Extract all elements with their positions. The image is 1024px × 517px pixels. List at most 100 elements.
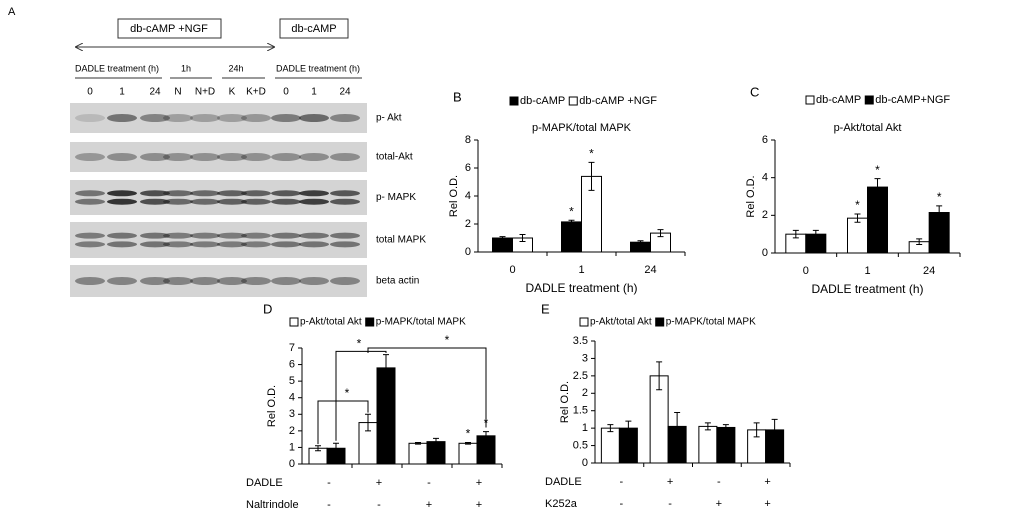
legend-swatch [655, 317, 665, 327]
bar [561, 221, 582, 253]
error-bar [656, 361, 663, 391]
band [241, 153, 271, 161]
legend-label: p-MAPK/total MAPK [376, 317, 466, 328]
y-axis-label: Rel O.D. [448, 175, 460, 217]
band [217, 190, 247, 197]
row-value: - [668, 498, 672, 510]
lane-label: N [174, 87, 181, 98]
band [75, 153, 105, 161]
band [241, 232, 271, 239]
band [299, 241, 329, 248]
lane-label: 1 [311, 87, 317, 98]
bar [458, 442, 478, 465]
legend-swatch [805, 95, 815, 105]
y-tick-label: 3 [289, 408, 295, 420]
band [271, 153, 301, 161]
bracket [367, 347, 487, 428]
row-label: DADLE [246, 477, 283, 489]
y-axis-label: Rel O.D. [266, 385, 278, 427]
band [330, 190, 360, 197]
band [299, 198, 329, 205]
value-label: * [875, 163, 880, 177]
row-value: - [327, 499, 331, 511]
lane-label: 0 [87, 87, 93, 98]
y-tick-label: 7 [289, 342, 295, 354]
error-bar [854, 213, 861, 223]
band [330, 277, 360, 285]
y-tick-label: 3 [582, 352, 588, 364]
error-bar [771, 418, 778, 441]
value-label: * [855, 198, 860, 212]
panel-letter: E [541, 301, 550, 316]
band [75, 232, 105, 239]
y-tick-label: 2 [762, 209, 768, 221]
blot-label: total MAPK [376, 235, 426, 246]
band [75, 241, 105, 248]
error-bar [365, 413, 371, 432]
y-tick-label: 4 [465, 190, 471, 202]
blot [70, 142, 367, 172]
x-axis-label: DADLE treatment (h) [811, 282, 923, 296]
bracket-label: * [345, 386, 350, 400]
band [271, 277, 301, 285]
legend-label: p-Akt/total Akt [590, 317, 652, 328]
band [190, 232, 220, 239]
y-tick-label: 8 [465, 134, 471, 146]
band [330, 114, 360, 122]
blot [70, 180, 367, 215]
blot [70, 265, 367, 297]
row-value: + [376, 477, 382, 489]
lane-label: 0 [283, 87, 289, 98]
legend-swatch [289, 317, 299, 327]
band [107, 277, 137, 285]
chart-title: p-Akt/total Akt [834, 122, 902, 134]
error-bar [499, 236, 506, 240]
y-tick-label: 0.5 [573, 439, 588, 451]
header: 24h [228, 63, 243, 73]
band [217, 232, 247, 239]
error-bar [916, 238, 923, 246]
band [107, 241, 137, 248]
row-label: Naltrindole [246, 499, 299, 511]
band [107, 153, 137, 161]
band [190, 277, 220, 285]
x-tick-label: 24 [644, 264, 656, 276]
y-tick-label: 1 [582, 422, 588, 434]
y-tick-label: 4 [289, 392, 295, 404]
band [75, 277, 105, 285]
error-bar [588, 161, 595, 191]
y-tick-label: 0 [582, 457, 588, 469]
legend-swatch [864, 95, 874, 105]
blot-label: beta actin [376, 276, 419, 287]
band [330, 153, 360, 161]
error-bar [315, 445, 321, 452]
error-bar [519, 234, 526, 242]
value-label: * [466, 427, 471, 441]
legend-swatch [365, 317, 375, 327]
bar [698, 425, 718, 464]
lane-label: 24 [339, 87, 351, 98]
legend-label: p-MAPK/total MAPK [666, 317, 756, 328]
error-bar [753, 422, 760, 438]
band [241, 190, 271, 197]
row-value: - [620, 498, 624, 510]
band [107, 114, 137, 122]
error-bar [383, 354, 389, 382]
band [217, 114, 247, 122]
band [299, 114, 329, 122]
legend-label: db-cAMP [520, 95, 565, 107]
error-bar [657, 229, 664, 238]
band [163, 198, 193, 205]
band [190, 114, 220, 122]
row-value: + [716, 498, 722, 510]
blot-label: p- MAPK [376, 192, 416, 203]
y-tick-label: 4 [762, 172, 768, 184]
legend-swatch [509, 96, 519, 106]
group-box [117, 18, 222, 39]
band [140, 114, 170, 122]
error-bar [674, 411, 681, 441]
x-tick-label: 24 [923, 265, 935, 277]
band [140, 198, 170, 205]
bar [600, 427, 620, 464]
